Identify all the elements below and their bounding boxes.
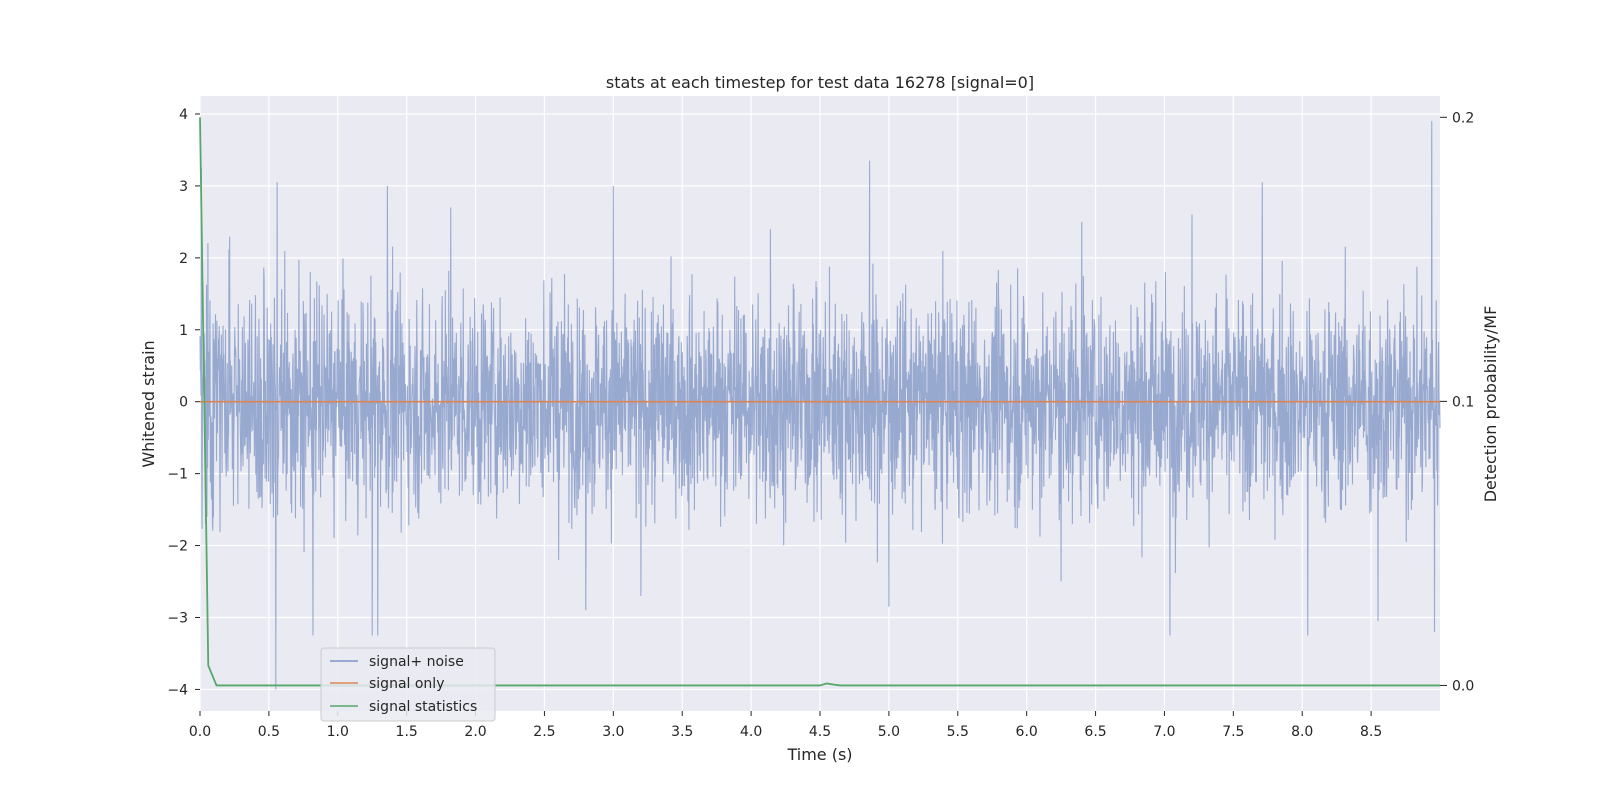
series-line-signal-statistics bbox=[199, 117, 1440, 687]
legend-box bbox=[320, 647, 496, 722]
legend: signal+ noise signal only signal statist… bbox=[320, 647, 496, 722]
noise-series bbox=[199, 121, 1441, 690]
series-layer bbox=[199, 117, 1440, 687]
y-tick-label: −3 bbox=[167, 610, 188, 626]
x-tick-label: 7.5 bbox=[1222, 724, 1244, 740]
y-right-tick-label: 0.2 bbox=[1452, 110, 1474, 126]
x-tick-label: 6.5 bbox=[1084, 724, 1106, 740]
x-axis-title: Time (s) bbox=[786, 745, 852, 764]
y-axis-right-title: Detection probability/MF bbox=[1481, 306, 1500, 503]
x-tick-label: 2.0 bbox=[464, 724, 486, 740]
y-tick-label: 4 bbox=[179, 107, 188, 123]
x-tick-label: 0.0 bbox=[189, 724, 211, 740]
x-tick-label: 5.0 bbox=[878, 724, 900, 740]
series-line-signal-noise bbox=[199, 121, 1441, 690]
x-tick-label: 4.0 bbox=[740, 724, 762, 740]
x-tick-label: 4.5 bbox=[809, 724, 831, 740]
y-tick-label: 2 bbox=[179, 251, 188, 267]
y-tick-label: 1 bbox=[179, 323, 188, 339]
x-tick-label: 3.0 bbox=[602, 724, 624, 740]
x-tick-label: 2.5 bbox=[533, 724, 555, 740]
x-tick-label: 5.5 bbox=[947, 724, 969, 740]
y-tick-label: −2 bbox=[167, 539, 188, 555]
x-tick-label: 1.0 bbox=[327, 724, 349, 740]
x-tick-label: 8.0 bbox=[1291, 724, 1313, 740]
x-tick-label: 8.5 bbox=[1360, 724, 1382, 740]
y-right-tick-label: 0.1 bbox=[1452, 394, 1474, 410]
x-axis: 0.0 0.5 1.0 1.5 2.0 2.5 3.0 3.5 4.0 4.5 5.0 5.5 6.0 6… bbox=[189, 711, 1382, 740]
y-tick-label: 0 bbox=[179, 395, 188, 411]
legend-label-stats: signal statistics bbox=[369, 699, 477, 715]
legend-label-noise: signal+ noise bbox=[369, 654, 464, 670]
y-right-tick-label: 0.0 bbox=[1452, 678, 1474, 694]
x-tick-label: 3.5 bbox=[671, 724, 693, 740]
y-tick-label: −4 bbox=[167, 682, 188, 698]
y-axis-right: 0.2 0.1 0.0 bbox=[1440, 110, 1474, 694]
x-tick-label: 0.5 bbox=[258, 724, 280, 740]
x-tick-label: 7.0 bbox=[1153, 724, 1175, 740]
y-tick-label: 3 bbox=[179, 179, 188, 195]
y-tick-label: −1 bbox=[167, 467, 188, 483]
y-axis-left: 4 3 2 1 0 −1 −2 −3 −4 bbox=[167, 107, 200, 698]
x-tick-label: 1.5 bbox=[396, 724, 418, 740]
chart-title: stats at each timestep for test data 162… bbox=[606, 73, 1034, 92]
y-axis-title: Whitened strain bbox=[139, 340, 158, 467]
x-tick-label: 6.0 bbox=[1016, 724, 1038, 740]
legend-label-signal: signal only bbox=[369, 676, 444, 692]
